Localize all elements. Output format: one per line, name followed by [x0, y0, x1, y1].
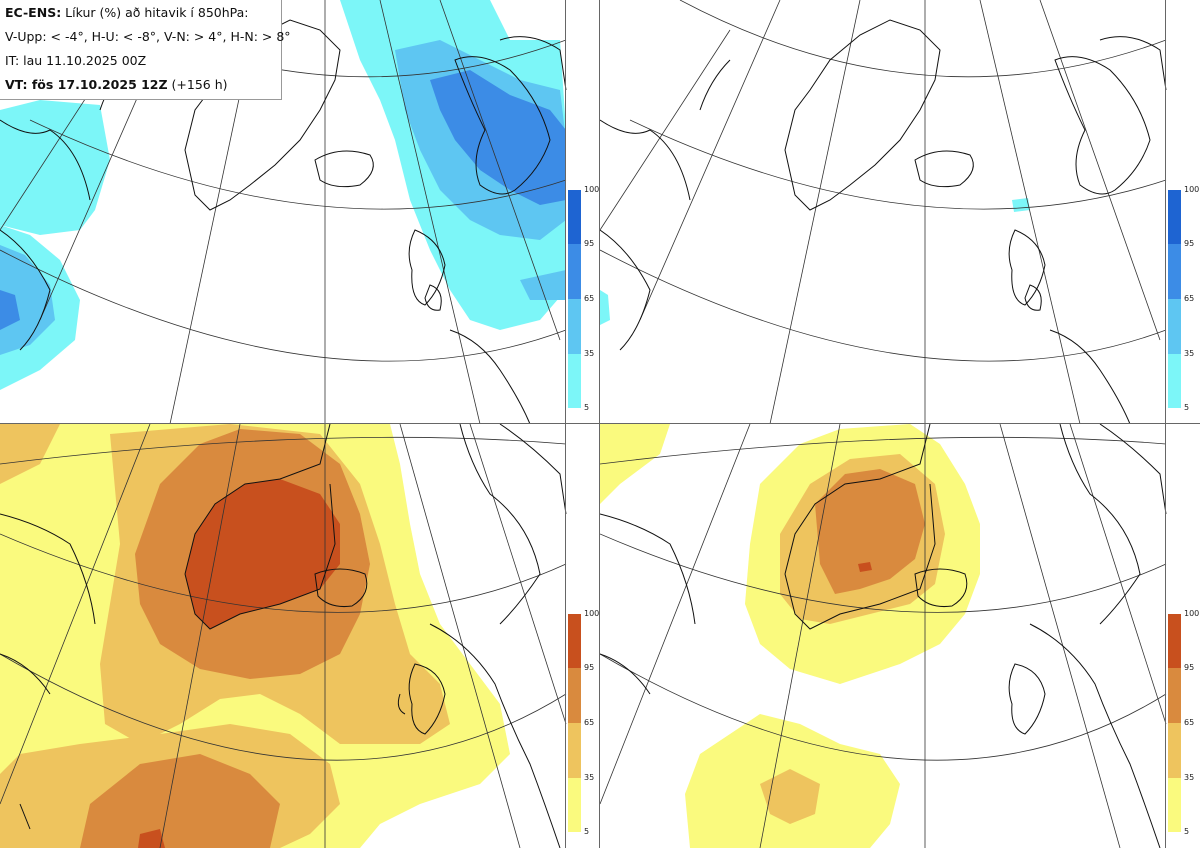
panel-divider-vertical: [599, 0, 600, 848]
prob-area-high: [430, 70, 566, 205]
map-panel-warm-4: 100 95 65 35 5: [0, 424, 600, 848]
colorbar-tick: 100: [1184, 185, 1200, 194]
prob-area-max: [185, 479, 340, 629]
map-frame-edge: [1165, 0, 1166, 848]
title-text: Líkur (%) að hitavik í 850hPa:: [61, 5, 249, 20]
colorbar-tick: 95: [1184, 663, 1195, 672]
colorbar-tick: 65: [584, 294, 595, 303]
prob-area-mid-south: [760, 769, 820, 824]
prob-area-west: [0, 100, 110, 235]
colorbar: 100 95 65 35 5: [568, 186, 600, 412]
colorbar-tick: 100: [584, 185, 600, 194]
colorbar-tick: 35: [1184, 349, 1195, 358]
colorbar-tick: 65: [1184, 294, 1195, 303]
graticule: [0, 424, 567, 848]
colorbar-tick: 65: [1184, 718, 1195, 727]
graticule: [600, 0, 1167, 424]
probability-map: [600, 424, 1167, 848]
prob-area-max-dot: [858, 562, 872, 572]
prob-area-sw-mid: [0, 245, 55, 355]
colorbar-tick: 65: [584, 718, 595, 727]
prob-area-mid: [0, 424, 60, 484]
map-frame-edge: [565, 0, 566, 848]
panel-divider-horizontal: [0, 423, 1200, 424]
coastlines: [600, 424, 1167, 848]
init-time: IT: lau 11.10.2025 00Z: [5, 53, 147, 68]
probability-map: [600, 0, 1167, 424]
colorbar-tick: 35: [584, 349, 595, 358]
prob-area-max-south: [138, 829, 165, 848]
map-panel-cold-4: EC-ENS: Líkur (%) að hitavik í 850hPa: V…: [0, 0, 600, 424]
colorbar: 100 95 65 35 5: [1168, 186, 1200, 412]
coastlines: [600, 19, 1167, 424]
colorbar-tick: 5: [584, 827, 590, 836]
threshold-legend: V-Upp: < -4°, H-U: < -8°, V-N: > 4°, H-N…: [5, 29, 291, 44]
coastlines: [0, 424, 567, 848]
forecast-hour: (+156 h): [167, 77, 228, 92]
prob-area-low-nw: [600, 424, 670, 504]
map-panel-warm-8: 100 95 65 35 5: [600, 424, 1200, 848]
colorbar-tick: 35: [584, 773, 595, 782]
prob-area-high: [815, 469, 925, 594]
colorbar-tick: 35: [1184, 773, 1195, 782]
probability-map: [0, 0, 567, 424]
colorbar-tick: 5: [1184, 827, 1190, 836]
prob-area-sw-high: [0, 290, 20, 330]
colorbar: 100 95 65 35 5: [568, 610, 600, 836]
plot-title-box: EC-ENS: Líkur (%) að hitavik í 850hPa: V…: [0, 0, 291, 100]
colorbar-tick: 100: [1184, 609, 1200, 618]
colorbar-tick: 95: [584, 663, 595, 672]
graticule: [600, 424, 1167, 848]
valid-time: VT: fös 17.10.2025 12Z: [5, 77, 168, 92]
model-label: EC-ENS:: [5, 5, 62, 20]
colorbar-tick: 5: [1184, 403, 1190, 412]
colorbar: 100 95 65 35 5: [1168, 610, 1200, 836]
colorbar-tick: 100: [584, 609, 600, 618]
prob-area-low-edge: [600, 290, 610, 325]
prob-area-high-south: [80, 754, 280, 848]
probability-map: [0, 424, 567, 848]
colorbar-tick: 95: [584, 239, 595, 248]
colorbar-tick: 95: [1184, 239, 1195, 248]
map-panel-cold-8: 100 95 65 35 5: [600, 0, 1200, 424]
prob-area-right: [520, 270, 566, 300]
colorbar-tick: 5: [584, 403, 590, 412]
